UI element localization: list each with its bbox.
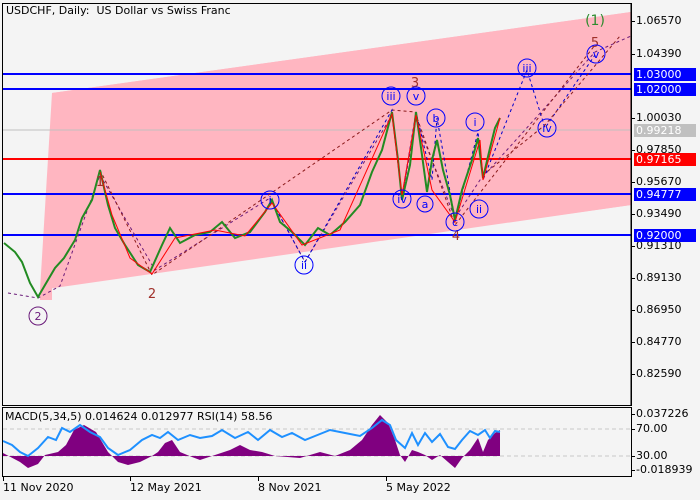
wave-label-i: i bbox=[268, 194, 271, 207]
price-tick: 0.82590 bbox=[631, 367, 682, 380]
price-tick: 0.97850 bbox=[631, 143, 682, 156]
indicator-axis-top: 0.037226 bbox=[631, 407, 689, 420]
rsi-line bbox=[2, 418, 501, 458]
time-label: 8 Nov 2021 bbox=[258, 481, 322, 494]
price-tick: 1.00030 bbox=[631, 111, 682, 124]
wave-line-minor bbox=[99, 44, 596, 276]
indicator-title: MACD(5,34,5) 0.014624 0.012977 RSI(14) 5… bbox=[5, 410, 273, 423]
time-label: 5 May 2022 bbox=[386, 481, 451, 494]
time-label: 12 May 2021 bbox=[130, 481, 202, 494]
level-tag-0.92000: 0.92000 bbox=[634, 229, 696, 242]
wave-label-ii: ii bbox=[301, 259, 307, 272]
wave-line-projection-2 bbox=[482, 35, 621, 176]
price-tick: 0.86950 bbox=[631, 303, 682, 316]
wave-label-5: 5 bbox=[591, 36, 599, 51]
indicator-axis-rsi70: 70.00 bbox=[631, 422, 668, 435]
price-tick: 1.04390 bbox=[631, 47, 682, 60]
price-tick: 0.93490 bbox=[631, 207, 682, 220]
level-tag-0.94777: 0.94777 bbox=[634, 188, 696, 201]
level-tag-1.03000: 1.03000 bbox=[634, 68, 696, 81]
wave-label-4: 4 bbox=[452, 229, 460, 244]
wave-label-v-2: v bbox=[593, 48, 600, 61]
wave-label-1: 1 bbox=[96, 175, 104, 190]
current-price-tag: 0.99218 bbox=[634, 124, 696, 137]
indicator-panel[interactable] bbox=[2, 407, 632, 477]
wave-label-iv-2: iv bbox=[542, 122, 552, 135]
wave-label-iii: iii bbox=[386, 90, 395, 103]
price-tick: 1.06570 bbox=[631, 14, 682, 27]
price-path bbox=[3, 111, 501, 299]
price-tick: 0.95670 bbox=[631, 175, 682, 188]
price-tick: 0.89130 bbox=[631, 271, 682, 284]
wave-label-iv: iv bbox=[397, 193, 407, 206]
level-tag-0.97165: 0.97165 bbox=[634, 153, 696, 166]
indicator-axis-rsi30: 30.00 bbox=[631, 449, 668, 462]
wave-label-c: c bbox=[452, 216, 458, 229]
wave-label-2: 2 bbox=[148, 287, 156, 302]
wave-label-circled-2: 2 bbox=[35, 310, 42, 323]
wave-line-primary bbox=[7, 35, 632, 299]
time-label: 11 Nov 2020 bbox=[3, 481, 74, 494]
wave-line-projection bbox=[269, 54, 596, 264]
chart-title: USDCHF, Daily: US Dollar vs Swiss Franc bbox=[6, 4, 231, 17]
indicator-axis-bottom: -0.018939 bbox=[630, 463, 693, 476]
wave-label-i-2: i bbox=[473, 116, 476, 129]
price-tick: 0.91310 bbox=[631, 239, 682, 252]
price-tick: 0.84770 bbox=[631, 335, 682, 348]
level-tag-1.02000: 1.02000 bbox=[634, 83, 696, 96]
indicator-plot bbox=[2, 415, 631, 468]
wave-label-3: 3 bbox=[411, 76, 419, 91]
wave-label-b: b bbox=[433, 112, 440, 125]
wave-label-v: v bbox=[413, 90, 420, 103]
macd-histogram bbox=[3, 415, 500, 468]
wave-label-a: a bbox=[422, 198, 429, 211]
wave-label-iii-2: iii bbox=[522, 62, 531, 75]
wave-label-primary-1: (1) bbox=[585, 13, 605, 29]
wave-label-ii-2: ii bbox=[476, 203, 482, 216]
